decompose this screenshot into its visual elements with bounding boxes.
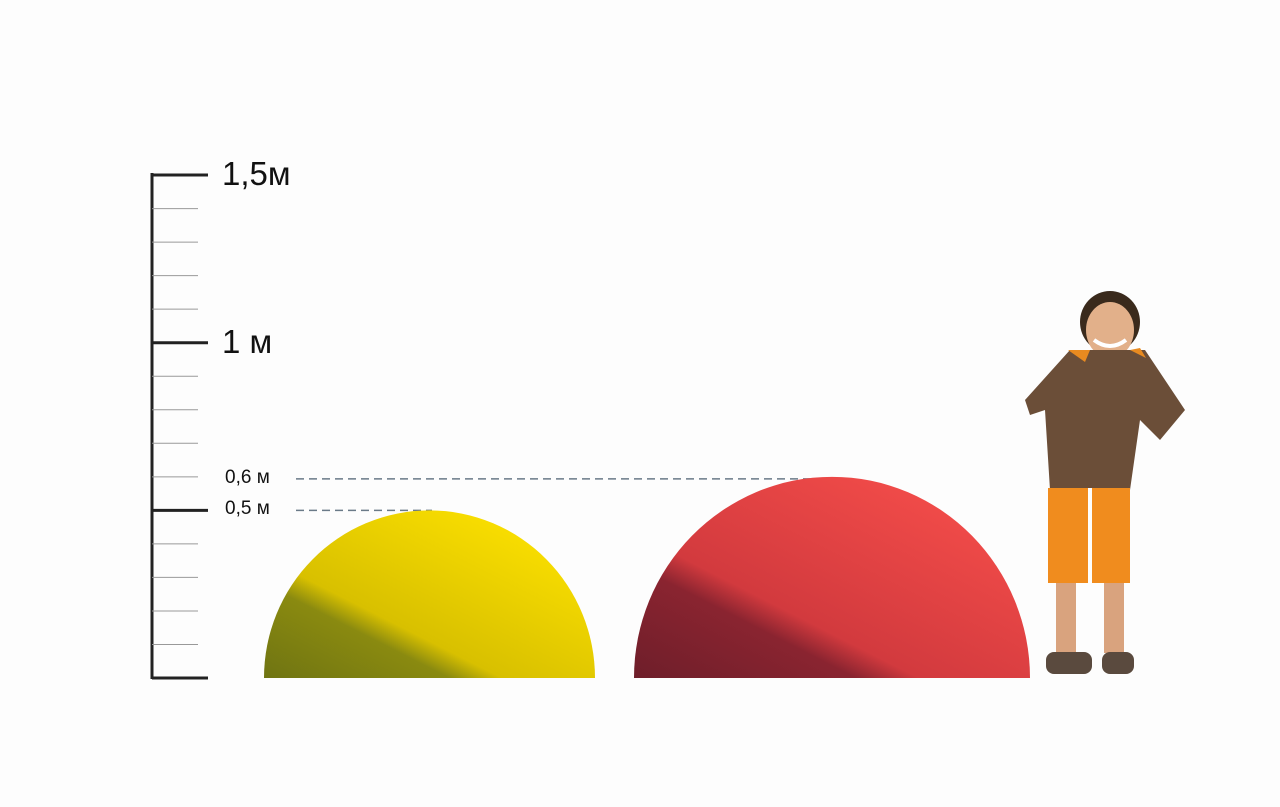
scale-label: 1,5м [222, 155, 291, 193]
marker-label: 0,6 м [225, 466, 270, 488]
red-dome [634, 476, 1030, 678]
jacket [1025, 350, 1185, 490]
scale-label: 1 м [222, 322, 273, 360]
marker-label: 0,5 м [225, 498, 270, 520]
left-sandal [1046, 652, 1092, 674]
height-ruler [150, 173, 208, 680]
yellow-dome [264, 510, 595, 678]
right-sandal [1102, 652, 1134, 674]
face [1086, 302, 1134, 358]
child-figure [1025, 291, 1185, 674]
height-markers [296, 478, 828, 512]
